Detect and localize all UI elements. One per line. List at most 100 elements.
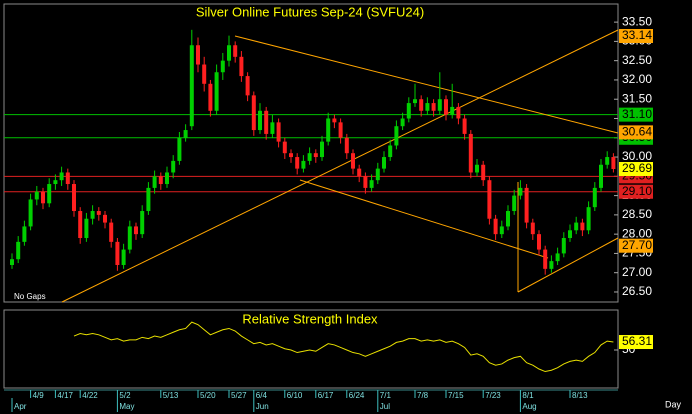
candle-body [450, 106, 455, 115]
chart-title: Silver Online Futures Sep-24 (SVFU24) [196, 4, 424, 19]
candle-body [276, 122, 281, 142]
candle-body [456, 106, 461, 119]
candle-body [580, 222, 585, 231]
y-tick-label: 31.50 [622, 91, 652, 105]
x-tick-label: 5/13 [163, 391, 179, 400]
candle-body [146, 187, 151, 212]
candle-body [65, 172, 70, 185]
candle-body [109, 222, 114, 242]
y-tick-label: 28.50 [622, 207, 652, 221]
price-panel [3, 3, 619, 303]
candle-body [28, 199, 33, 227]
candle-body [326, 118, 331, 142]
candle-body [72, 184, 76, 212]
candle-body [351, 153, 355, 169]
month-label: Jun [256, 402, 269, 411]
x-tick-label: 4/17 [57, 391, 73, 400]
candle-body [220, 60, 225, 73]
candle-body [574, 222, 579, 231]
month-label: Apr [14, 402, 27, 411]
candle-body [543, 249, 548, 269]
candle-body [419, 99, 424, 111]
candle-body [555, 253, 560, 262]
price-tag [619, 184, 653, 199]
x-tick-label: 4/22 [82, 391, 98, 400]
candle-body [16, 241, 21, 260]
trendline [517, 237, 619, 293]
candle-body [338, 122, 343, 138]
candle-body [388, 145, 393, 158]
candle-body [152, 176, 157, 188]
candle-body [127, 226, 132, 250]
y-tick-label: 32.50 [622, 53, 652, 67]
candle-body [239, 56, 244, 77]
rsi-tag-label: 56.31 [622, 334, 652, 348]
x-tick-label: 7/15 [448, 391, 464, 400]
candle-body [208, 83, 213, 111]
candle-body [611, 157, 616, 169]
candle-body [47, 184, 52, 204]
candle-body [158, 176, 163, 185]
price-tag [619, 28, 653, 43]
candle-body [171, 160, 176, 173]
x-tick-label: 5/27 [231, 391, 247, 400]
x-tick-label: 5/2 [119, 391, 131, 400]
candle-body [481, 164, 486, 181]
candle-body [506, 211, 510, 227]
candle-body [406, 103, 411, 119]
candle-body [22, 226, 27, 242]
price-tag-label: 27.70 [622, 238, 652, 252]
candle-body [425, 103, 430, 111]
candle-body [320, 141, 324, 158]
x-tick-label: 7/8 [417, 391, 429, 400]
trendline [299, 179, 549, 259]
candle-body [121, 249, 126, 265]
candle-body [518, 187, 523, 196]
candle-body [493, 218, 498, 235]
candle-body [214, 72, 219, 111]
price-tag-label: 30.64 [622, 125, 652, 139]
candle-body [289, 153, 293, 158]
candle-body [34, 191, 39, 200]
candle-body [561, 238, 566, 254]
price-tag-label: 29.69 [622, 161, 652, 175]
candle-body [437, 99, 442, 111]
note: No Gaps [14, 292, 46, 301]
price-tag [619, 125, 653, 140]
candle-body [103, 214, 107, 223]
candle-body [227, 45, 231, 61]
x-tick-label: 8/13 [572, 391, 588, 400]
y-tick-label: 28.00 [622, 226, 652, 240]
candle-body [382, 157, 386, 169]
candle-body [264, 110, 269, 134]
candle-body [134, 226, 138, 235]
candle-body [400, 118, 405, 127]
candle-body [530, 222, 535, 235]
candle-body [10, 259, 14, 265]
indicator-title: Relative Strength Index [242, 311, 378, 326]
x-tick-label: 6/24 [349, 391, 365, 400]
x-tick-label: 6/10 [287, 391, 303, 400]
x-tick-label: 6/17 [318, 391, 334, 400]
price-tag [619, 107, 653, 122]
candle-body [592, 187, 597, 208]
candle-body [313, 153, 318, 158]
candle-body [41, 191, 45, 204]
price-tag-label: 29.10 [622, 184, 652, 198]
candle-body [258, 110, 262, 131]
candle-body [90, 211, 95, 219]
candle-body [444, 99, 448, 115]
y-tick-label: 30.00 [622, 149, 652, 163]
candle-body [53, 180, 58, 185]
candle-body [605, 157, 610, 165]
rsi-line [73, 321, 614, 373]
trendlines [61, 29, 619, 303]
candle-body [499, 226, 504, 235]
price-tag [619, 238, 653, 253]
candle-body [369, 180, 374, 188]
trendline [61, 29, 619, 303]
indicator-panel [3, 309, 619, 389]
